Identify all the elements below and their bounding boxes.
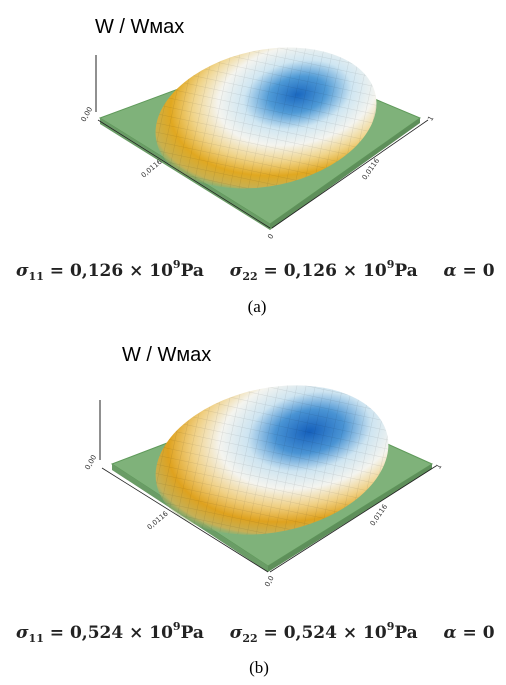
caption-b: (b): [249, 658, 269, 677]
stress-formula-a: σ11 = 0,126 × 109Pa σ22 = 0,126 × 109Pa …: [16, 258, 495, 283]
sigma22-value: = 0,524 × 10: [263, 623, 387, 643]
sigma11-unit: Pa: [180, 623, 204, 643]
surface-plot-b: 0,00 0,0116 0,0116 0,0 1: [84, 385, 443, 589]
x-tick-label: 0,0116: [146, 509, 170, 531]
plate-edge-right: [268, 464, 432, 572]
stress-formula-b: σ11 = 0,524 × 109Pa σ22 = 0,524 × 109Pa …: [16, 620, 495, 645]
alpha-symbol: α: [443, 623, 457, 643]
sigma22-symbol: σ: [229, 261, 243, 281]
sigma11-unit: Pa: [180, 261, 204, 281]
sigma22-exponent: 9: [386, 620, 395, 633]
panel-a: W / Wмах 0,00: [0, 0, 506, 330]
x-axis: [101, 467, 269, 573]
sigma22-subscript: 22: [242, 270, 258, 283]
sigma22-unit: Pa: [394, 623, 418, 643]
sigma11-exponent: 9: [172, 620, 181, 633]
sigma11-symbol: σ: [16, 261, 29, 281]
y-axis: [271, 119, 429, 229]
plate-edge-right: [270, 118, 420, 230]
x-axis: [97, 119, 271, 229]
z-tick-label: 0,00: [80, 106, 95, 124]
panel-b: W / Wмах 0,00 0,0116 0,0 1: [0, 340, 506, 685]
x-tick-label: 0,0116: [140, 157, 164, 179]
sigma22-unit: Pa: [394, 261, 418, 281]
dome-grid: [155, 385, 389, 535]
x-end-label: 0: [266, 233, 275, 241]
alpha-value: = 0: [462, 623, 495, 643]
sigma11-subscript: 11: [28, 270, 44, 283]
sigma11-value: = 0,126 × 10: [49, 261, 173, 281]
y-end-label: 1: [434, 463, 443, 471]
sigma22-value: = 0,126 × 10: [263, 261, 387, 281]
z-tick-label: 0,00: [84, 454, 99, 472]
y-end-label: 1: [426, 115, 435, 123]
sigma22-subscript: 22: [242, 632, 258, 645]
x-end-label: 0,0: [263, 575, 275, 589]
sigma11-exponent: 9: [172, 258, 181, 271]
alpha-symbol: α: [443, 261, 457, 281]
dome-grid: [155, 47, 377, 189]
plot-title-b: W / Wмах: [122, 344, 212, 366]
sigma11-subscript: 11: [28, 632, 44, 645]
y-axis: [269, 465, 437, 573]
sigma11-value: = 0,524 × 10: [49, 623, 173, 643]
plot-title-a: W / Wмах: [95, 16, 185, 38]
surface-plot-a: 0,00 0,0116 0,0116 0 1: [80, 47, 435, 241]
alpha-value: = 0: [462, 261, 495, 281]
sigma22-exponent: 9: [386, 258, 395, 271]
sigma22-symbol: σ: [229, 623, 243, 643]
sigma11-symbol: σ: [16, 623, 29, 643]
caption-a: (a): [247, 297, 267, 316]
